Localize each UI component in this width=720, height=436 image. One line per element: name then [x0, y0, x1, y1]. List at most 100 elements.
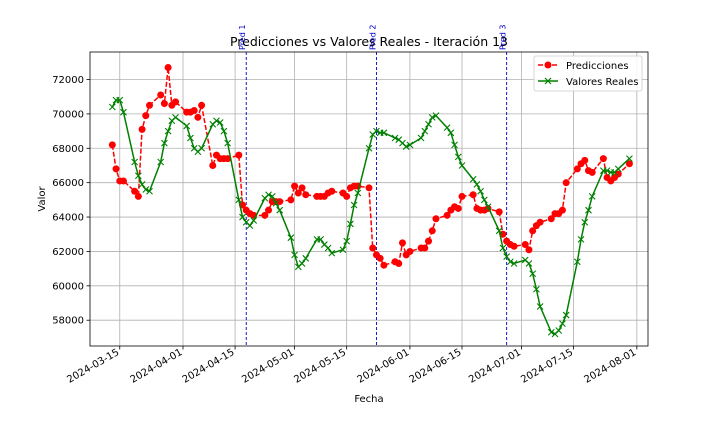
- data-point: [343, 192, 351, 200]
- data-point: [116, 96, 124, 104]
- data-point: [138, 125, 146, 133]
- data-point: [533, 285, 540, 293]
- data-point: [451, 141, 458, 149]
- data-point: [376, 254, 384, 262]
- data-point: [525, 260, 533, 267]
- data-point: [134, 172, 142, 180]
- data-point: [588, 168, 596, 176]
- data-point: [503, 253, 511, 260]
- y-tick-label: 68000: [52, 144, 84, 155]
- data-point: [108, 141, 116, 149]
- data-point: [458, 162, 466, 169]
- data-point: [406, 141, 414, 149]
- data-point: [246, 222, 254, 230]
- data-point: [291, 182, 299, 190]
- data-point: [142, 186, 150, 193]
- data-point: [250, 217, 258, 224]
- data-point: [458, 192, 466, 200]
- data-point: [443, 124, 451, 132]
- data-point: [573, 258, 581, 266]
- data-point: [547, 215, 555, 223]
- data-point: [265, 191, 272, 199]
- data-point: [235, 196, 243, 204]
- y-tick-label: 72000: [52, 75, 84, 86]
- data-point: [573, 165, 581, 173]
- data-point: [521, 241, 529, 249]
- data-point: [555, 327, 563, 334]
- data-point: [224, 139, 232, 147]
- data-point: [190, 106, 198, 114]
- data-point: [603, 167, 611, 175]
- legend: Predicciones Valores Reales: [533, 55, 643, 92]
- data-point: [428, 227, 436, 235]
- data-point: [224, 155, 232, 163]
- data-point: [469, 191, 477, 199]
- y-tick-label: 58000: [52, 316, 84, 327]
- data-point: [365, 184, 373, 192]
- data-point: [536, 303, 544, 310]
- data-point: [525, 246, 533, 254]
- data-point: [428, 113, 436, 121]
- data-point: [614, 165, 622, 173]
- legend-valores-reales-label: Valores Reales: [566, 77, 638, 88]
- data-point: [495, 227, 503, 235]
- data-point: [112, 165, 120, 173]
- data-point: [213, 117, 220, 125]
- data-point: [625, 160, 633, 168]
- data-point: [626, 155, 633, 162]
- data-point: [187, 134, 194, 142]
- series-layer: [108, 63, 633, 338]
- data-point: [276, 198, 284, 206]
- data-point: [287, 196, 295, 204]
- legend-valores-reales-marker: [544, 77, 552, 85]
- data-point: [239, 213, 246, 221]
- data-point: [369, 244, 377, 252]
- data-point: [480, 196, 488, 204]
- data-point: [302, 191, 310, 199]
- data-point: [261, 211, 269, 219]
- data-point: [276, 206, 284, 214]
- data-point: [510, 260, 518, 267]
- data-point: [343, 237, 351, 245]
- prediction-vline-label: Pred 3: [499, 25, 508, 50]
- data-point: [443, 211, 451, 219]
- data-point: [198, 101, 206, 109]
- data-point: [350, 201, 358, 209]
- data-point: [529, 227, 537, 235]
- data-point: [473, 180, 481, 188]
- data-point: [131, 158, 139, 166]
- data-point: [373, 127, 380, 135]
- data-point: [220, 127, 228, 135]
- data-point: [209, 161, 217, 169]
- legend-box: [533, 55, 643, 92]
- data-point: [577, 236, 585, 243]
- x-axis-label: Fecha: [354, 394, 383, 405]
- data-point: [164, 127, 172, 135]
- data-point: [506, 258, 514, 266]
- data-point: [272, 199, 280, 207]
- data-point: [421, 244, 429, 252]
- data-point: [298, 260, 306, 267]
- data-point: [161, 139, 168, 147]
- data-point: [588, 193, 596, 200]
- data-point: [499, 244, 507, 252]
- data-point: [108, 103, 116, 111]
- data-point: [380, 129, 388, 137]
- data-point: [298, 184, 306, 192]
- data-point: [172, 98, 180, 106]
- data-point: [599, 155, 607, 163]
- data-point: [160, 100, 168, 108]
- y-tick-label: 60000: [52, 281, 84, 292]
- data-point: [324, 244, 332, 252]
- data-point: [216, 119, 224, 126]
- y-tick-label: 70000: [52, 109, 84, 120]
- legend-predicciones-marker: [544, 61, 552, 69]
- data-point: [291, 251, 298, 259]
- data-point: [120, 108, 127, 116]
- data-point: [268, 193, 276, 200]
- data-point: [328, 249, 336, 257]
- data-point: [581, 218, 589, 226]
- data-point: [585, 206, 592, 214]
